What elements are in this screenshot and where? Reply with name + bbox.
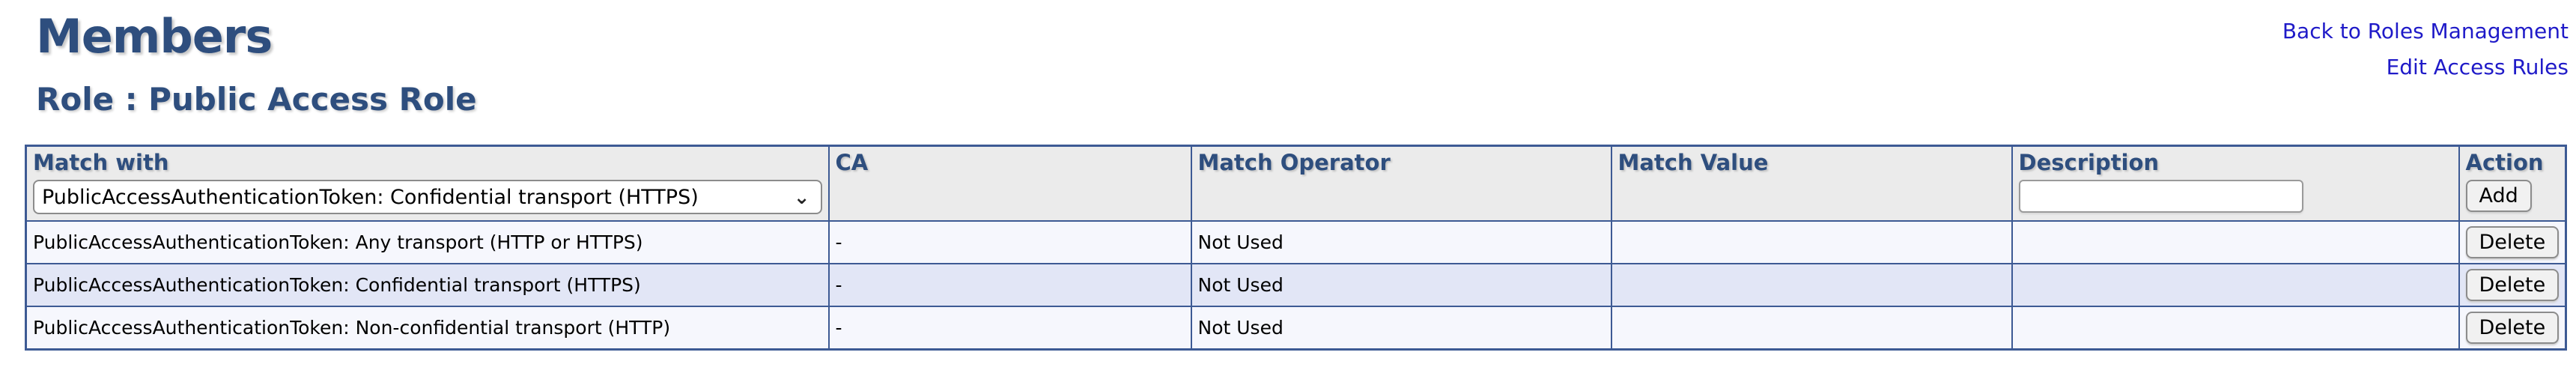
member-match-value-cell [1610,306,2013,350]
member-match-operator-cell: Not Used [1190,220,1612,264]
member-match-operator-cell: Not Used [1190,263,1612,307]
member-match-with-cell: PublicAccessAuthenticationToken: Any tra… [25,220,830,264]
member-match-with-cell: PublicAccessAuthenticationToken: Non-con… [25,306,830,350]
member-action-cell: Delete [2458,263,2567,307]
description-input[interactable] [2018,180,2303,213]
table-row: PublicAccessAuthenticationToken: Non-con… [25,306,2567,350]
top-right-links: Back to Roles Management Edit Access Rul… [2282,13,2569,85]
member-ca-cell: - [827,263,1192,307]
member-match-with-cell: PublicAccessAuthenticationToken: Confide… [25,263,830,307]
member-description-cell [2011,263,2460,307]
member-action-cell: Delete [2458,220,2567,264]
action-label: Action [2465,150,2544,175]
member-match-operator-cell: Not Used [1190,306,1612,350]
column-header-action: Action Add [2458,145,2567,222]
ca-label: CA [835,150,869,175]
member-action-cell: Delete [2458,306,2567,350]
table-row: PublicAccessAuthenticationToken: Confide… [25,263,2567,307]
member-match-value-cell [1610,263,2013,307]
edit-access-rules-link[interactable]: Edit Access Rules [2386,55,2569,79]
member-description-cell [2011,306,2460,350]
match-with-label: Match with [33,150,169,175]
delete-button[interactable]: Delete [2465,269,2560,301]
column-header-match-value: Match Value [1610,145,2013,222]
page-title: Members [36,9,273,64]
column-header-description: Description [2011,145,2460,222]
match-with-select[interactable]: PublicAccessAuthenticationToken: Confide… [33,180,822,214]
column-header-ca: CA [827,145,1192,222]
member-description-cell [2011,220,2460,264]
description-label: Description [2018,150,2160,175]
delete-button[interactable]: Delete [2465,311,2560,344]
table-header-row: Match with PublicAccessAuthenticationTok… [25,145,2567,222]
column-header-match-operator: Match Operator [1190,145,1612,222]
role-subtitle: Role : Public Access Role [36,81,477,118]
members-table: Match with PublicAccessAuthenticationTok… [25,145,2567,351]
member-ca-cell: - [827,220,1192,264]
match-operator-label: Match Operator [1197,150,1391,175]
match-value-label: Match Value [1617,150,1769,175]
member-match-value-cell [1610,220,2013,264]
column-header-match-with: Match with PublicAccessAuthenticationTok… [25,145,830,222]
delete-button[interactable]: Delete [2465,226,2560,258]
add-button[interactable]: Add [2465,180,2532,212]
member-ca-cell: - [827,306,1192,350]
match-with-select-wrap: PublicAccessAuthenticationToken: Confide… [33,180,822,214]
back-to-roles-management-link[interactable]: Back to Roles Management [2282,19,2569,43]
table-row: PublicAccessAuthenticationToken: Any tra… [25,220,2567,264]
